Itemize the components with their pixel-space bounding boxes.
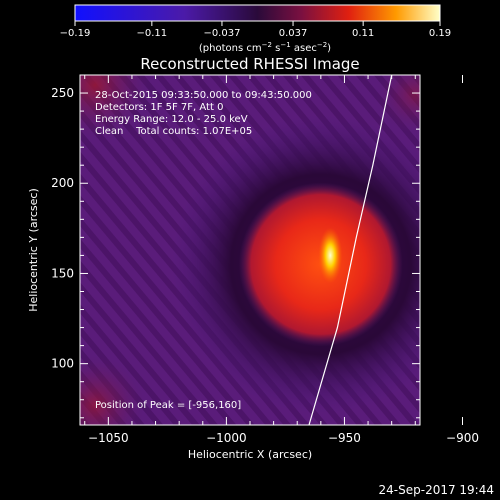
colorbar-tick-label: 0.19 xyxy=(429,28,451,39)
heatmap-image xyxy=(80,75,420,425)
cb-label-p4: asec xyxy=(291,43,317,54)
colorbar-tick-label: −0.11 xyxy=(137,28,168,39)
annotation-line-0: 28-Oct-2015 09:33:50.000 to 09:43:50.000 xyxy=(95,90,312,101)
corner-glow-bl xyxy=(80,355,145,425)
colorbar-ticks: −0.19 −0.11 −0.037 0.037 0.11 0.19 xyxy=(60,21,451,39)
annotation-line-3: Clean Total counts: 1.07E+05 xyxy=(95,126,252,137)
x-axis-ticks: −1050 −1000 −950 −900 xyxy=(84,75,479,445)
y-tick-label: 250 xyxy=(51,86,74,100)
y-tick-label: 100 xyxy=(51,357,74,371)
x-tick-label: −1000 xyxy=(206,431,247,445)
timestamp: 24-Sep-2017 19:44 xyxy=(379,483,494,497)
corner-glow-br xyxy=(375,75,420,135)
colorbar-tick-label: −0.19 xyxy=(60,28,91,39)
corner-glow-tl xyxy=(80,75,150,140)
cb-label-p1: −2 xyxy=(262,41,272,49)
y-tick-label: 150 xyxy=(51,266,74,280)
annotation-line-2: Energy Range: 12.0 - 25.0 keV xyxy=(95,114,248,125)
peak-label: Position of Peak = [-956,160] xyxy=(95,400,241,411)
y-axis-label: Heliocentric Y (arcsec) xyxy=(27,188,40,312)
cb-label-p0: (photons cm xyxy=(199,43,262,54)
cb-label-p6: ) xyxy=(327,43,331,54)
cb-label-p2: s xyxy=(272,43,280,54)
colorbar-tick-label: 0.11 xyxy=(352,28,374,39)
colorbar-label: (photons cm−2 s−1 asec−2) xyxy=(199,41,331,54)
source-core xyxy=(318,227,343,284)
annotations: 28-Oct-2015 09:33:50.000 to 09:43:50.000… xyxy=(95,90,312,411)
colorbar: −0.19 −0.11 −0.037 0.037 0.11 0.19 (photons c… xyxy=(60,4,451,54)
cb-label-p5: −2 xyxy=(317,41,327,49)
solar-limb-line xyxy=(308,75,393,425)
annotation-line-1: Detectors: 1F 5F 7F, Att 0 xyxy=(95,102,223,113)
colorbar-tick-label: −0.037 xyxy=(203,28,240,39)
colorbar-gradient xyxy=(74,4,441,22)
x-tick-label: −900 xyxy=(446,431,479,445)
chart-title: Reconstructed RHESSI Image xyxy=(140,55,359,73)
cb-label-p3: −1 xyxy=(280,41,290,49)
x-axis-label: Heliocentric X (arcsec) xyxy=(188,448,312,461)
x-tick-label: −950 xyxy=(328,431,361,445)
y-tick-label: 200 xyxy=(51,176,74,190)
colorbar-tick-label: 0.037 xyxy=(279,28,308,39)
y-axis-ticks: 100 150 200 250 xyxy=(51,74,420,419)
x-tick-label: −1050 xyxy=(88,431,129,445)
